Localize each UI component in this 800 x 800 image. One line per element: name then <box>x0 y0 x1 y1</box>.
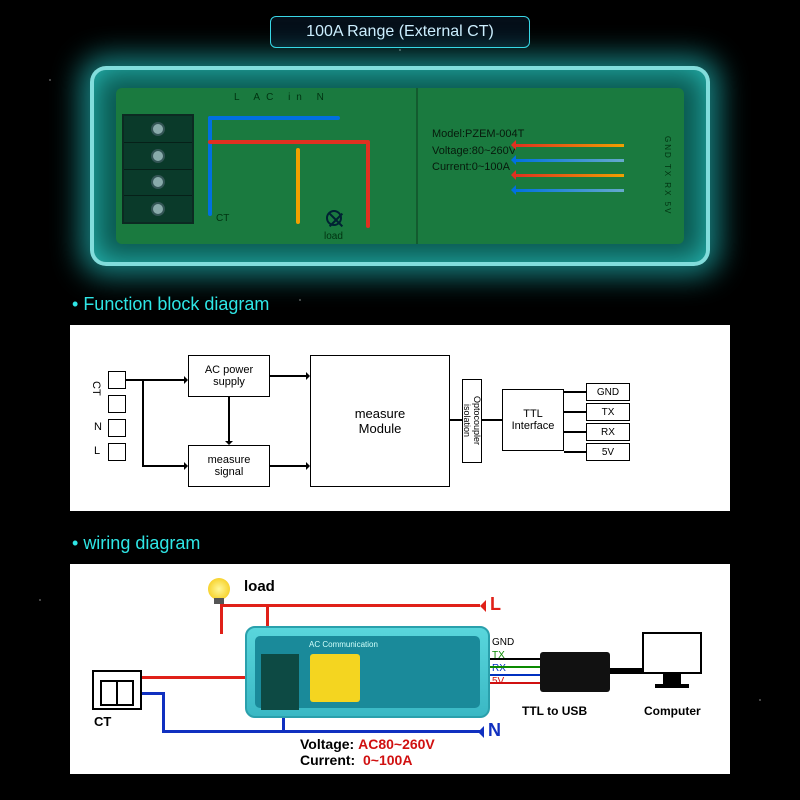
box-ttl-interface: TTL Interface <box>502 389 564 451</box>
pin-gnd-label: GND <box>492 636 514 649</box>
spec-current-val: 0~100A <box>363 752 412 768</box>
box-measure-module: measure Module <box>310 355 450 487</box>
pcb-right-pins: GND TX RX 5V <box>663 136 672 215</box>
spec-voltage-key: Voltage: <box>300 736 354 752</box>
module-inner-text: AC Communication <box>309 640 378 649</box>
ct-side-label: CT <box>90 381 102 396</box>
pcb-spec-text: Model:PZEM-004T Voltage:80~260V Current:… <box>432 126 524 176</box>
load-label: load <box>244 578 275 595</box>
computer-label: Computer <box>644 704 701 718</box>
load-bulb-icon <box>326 210 342 226</box>
box-optocoupler: Optocoupler isolation <box>462 379 482 463</box>
section-title-wiring: wiring diagram <box>72 533 730 554</box>
pcb-top-labels: L AC in N <box>234 92 330 103</box>
box-measure-signal: measure signal <box>188 445 270 487</box>
pin-gnd: GND <box>586 383 630 401</box>
ttl-to-usb-adapter <box>540 652 610 692</box>
product-module-photo: L AC in N CT load Model:PZEM-004T Voltag… <box>90 66 710 266</box>
l-big-label: L <box>490 594 501 615</box>
spec-voltage-val: AC80~260V <box>358 736 435 752</box>
pcb: L AC in N CT load Model:PZEM-004T Voltag… <box>116 88 684 244</box>
title-badge: 100A Range (External CT) <box>270 16 530 48</box>
box-ac-power: AC power supply <box>188 355 270 397</box>
spec-current-key: Current: <box>300 752 355 768</box>
section-title-function-block: Function block diagram <box>72 294 730 315</box>
pin-tx: TX <box>586 403 630 421</box>
spec-text: Voltage: AC80~260V Current: 0~100A <box>300 736 435 768</box>
pcb-load-label: load <box>324 231 343 242</box>
function-block-diagram: CT N L AC power supply measure signal me… <box>70 325 730 511</box>
ct-label: CT <box>94 714 111 729</box>
n-big-label: N <box>488 720 501 741</box>
bulb-icon <box>208 578 230 600</box>
computer-icon <box>642 632 702 688</box>
module-case: AC Communication <box>245 626 490 718</box>
pin-tx-label: TX <box>492 649 514 662</box>
wiring-diagram: load L N CT AC Communication GND TX RX 5… <box>70 564 730 774</box>
ttl-label: TTL to USB <box>522 704 587 718</box>
n-label: N <box>94 421 102 433</box>
pin-5v: 5V <box>586 443 630 461</box>
ct-box <box>92 670 142 710</box>
pcb-ct-label: CT <box>216 213 229 224</box>
usb-cable <box>610 668 644 674</box>
pin-labels: GND TX RX 5V <box>492 636 514 688</box>
l-label: L <box>94 445 100 457</box>
pcb-right-arrows <box>514 132 624 204</box>
pin-rx: RX <box>586 423 630 441</box>
terminal-block <box>122 114 194 224</box>
